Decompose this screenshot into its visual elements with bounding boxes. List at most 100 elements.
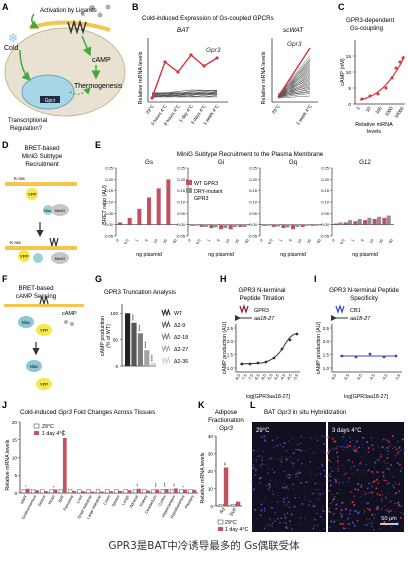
panel-k-stars: ** [223,462,228,466]
ish-dot-4c [379,528,381,531]
panel-e-bar-dry [285,224,290,228]
panel-e-y-tick-label: 0.00 [177,222,186,227]
ish-dot-29c [290,524,292,526]
panel-i-legend-2: aa18-27 [350,316,371,322]
ish-dot-29c [299,471,302,474]
construct-receptor-icon [161,344,171,353]
panel-e-x-tick-label: 50 [172,239,178,245]
ish-dot-29c [284,525,287,528]
ish-dot-4c [363,457,365,459]
ish-dot-4c [380,456,382,458]
ish-dot-4c [397,504,401,507]
activation-arrow [29,13,40,29]
panel-j-bar-29c [86,489,91,494]
panel-g-stars: **** [137,324,142,331]
ish-dot-4c [331,470,334,472]
thermo-label: Thermogenesis [74,83,123,90]
ish-dot-4c [368,523,369,525]
ish-dot-29c [290,475,292,477]
ish-dot-4c [364,512,366,514]
ish-dot-4c [359,462,362,464]
ish-dot-4c [371,525,373,527]
panel-j-tissue-label: Colon [102,494,111,506]
wat-gpcr-line [277,77,311,98]
ish-dot-29c [304,495,306,497]
panel-e-x-tick-label: 0.5 [339,239,345,246]
panel-c-point [376,92,380,96]
ish-dot-29c [280,460,283,463]
panel-e-bar-wt [228,224,233,230]
ish-dot-29c [265,497,267,499]
ish-dot-4c [396,462,399,465]
ish-dot-4c [356,510,358,512]
panel-j-title-gene: Gpr3 [58,409,72,416]
ish-dot-4c [335,503,338,506]
ish-dot-4c [327,436,330,439]
ish-dot-4c [382,471,384,474]
panel-e-y-tick-label: 0.05 [177,211,186,216]
panel-j-stars: ** [135,483,140,487]
panel-e-bar-dry [276,224,281,227]
y-tick-label: 1.0 [227,366,234,371]
sensor-nluc-2 [26,360,42,372]
panel-k-y-tick-label: 20 [208,469,214,474]
ish-dot-4c [329,484,332,487]
panel-c-points [360,56,405,101]
x-tick-label: -6.5 [253,372,261,381]
ish-dot-4c [352,522,354,525]
panel-j-bar-29c [179,489,184,494]
panel-e-ylabel: BRET ratio (AU) [102,185,108,225]
ish-dot-29c [315,474,317,476]
ish-dot-4c [360,486,362,489]
ish-dot-4c [343,481,345,483]
ish-dot-4c [368,518,371,520]
ish-dot-29c [272,493,275,495]
panel-j-bar-29c [31,489,36,494]
panel-j-title-pre: Cold-induced [20,409,58,416]
ish-dot-4c [342,435,345,438]
snowflake-icon: ❄ [8,31,18,45]
panel-e-bar-wt [291,224,296,230]
panel-j-stars: *** [163,482,168,487]
panel-j-stars: ** [172,483,177,487]
panel-e-x-tick-label: 25 [235,239,241,245]
ish-dot-29c [293,452,295,455]
ish-dot-4c [394,482,396,484]
yfp-blob-bottom [18,250,30,262]
ish-dot-4c [373,467,375,469]
nucleus [21,74,75,110]
figure-caption: GPR3是BAT中冷诱导最多的 Gs偶联受体 [108,540,300,552]
ish-dot-4c [403,449,405,451]
ish-dot-29c [299,523,301,525]
ish-dot-4c [331,493,333,495]
panel-e-y-tick-label: 0.20 [321,177,330,182]
ish-dot-4c [382,475,385,478]
ish-dot-4c [341,482,343,484]
wat-gpcr-line [277,72,311,99]
ish-dot-29c [305,465,307,467]
wat-gpcr-line [277,95,311,99]
ish-dot-29c [255,470,257,472]
ish-dot-4c [353,504,356,507]
camp-dot-2 [70,322,74,326]
ish-dot-4c [350,467,352,469]
nluc-label-f: Nluc [22,320,30,325]
ish-dot-29c [274,512,276,514]
panel-e-xlabel: ng plasmid [136,252,162,258]
ish-dot-4c [357,511,360,515]
ish-dot-4c [329,449,331,452]
panel-k: K Adipose Fractionation Gpr3 Relative mR… [198,400,248,533]
panel-h-points [240,332,299,366]
ish-dot-4c [371,470,374,473]
wat-x-tick-label: 29°C [271,103,281,115]
panel-j-bar-4c [35,490,39,493]
ish-dot-4c [371,444,374,447]
ish-dot-29c [270,457,273,460]
panel-e-bar-wt [353,221,358,225]
construct-label: Δ2-9 [174,323,185,329]
panel-j-y-tick-label: 10 [12,455,18,460]
ish-dot-4c [330,520,333,523]
ish-dot-4c [337,445,339,447]
ish-dot-29c [295,448,297,451]
